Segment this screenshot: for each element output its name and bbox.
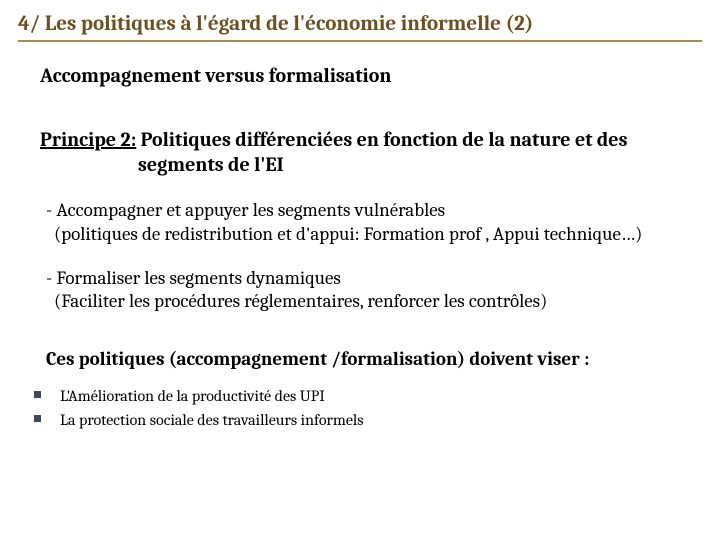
list-item: L'Amélioration de la productivité des UP… [34, 384, 702, 408]
conclusion-text: Ces politiques (accompagnement /formalis… [46, 348, 702, 370]
principle-block: Principe 2: Politiques différenciées en … [40, 127, 682, 177]
point-paren: (Faciliter les procédures réglementaires… [46, 290, 702, 314]
bullet-list: L'Amélioration de la productivité des UP… [34, 384, 702, 432]
point-main: - Accompagner et appuyer les segments vu… [46, 199, 445, 221]
point-block: - Accompagner et appuyer les segments vu… [46, 199, 702, 247]
slide-container: 4/ Les politiques à l'égard de l'économi… [0, 0, 720, 432]
point-main: - Formaliser les segments dynamiques [46, 267, 341, 289]
slide-title: 4/ Les politiques à l'égard de l'économi… [18, 12, 702, 36]
bullet-text: L'Amélioration de la productivité des UP… [60, 387, 325, 405]
principle-text-line2: segments de l'EI [40, 152, 682, 177]
bullet-text: La protection sociale des travailleurs i… [60, 411, 364, 429]
point-paren: (politiques de redistribution et d'appui… [46, 223, 702, 247]
point-block: - Formaliser les segments dynamiques (Fa… [46, 267, 702, 315]
principle-label: Principe 2: [40, 128, 136, 151]
principle-text-line1: Politiques différenciées en fonction de … [136, 128, 627, 151]
slide-subtitle: Accompagnement versus formalisation [40, 64, 702, 87]
title-container: 4/ Les politiques à l'égard de l'économi… [18, 12, 702, 42]
list-item: La protection sociale des travailleurs i… [34, 408, 702, 432]
